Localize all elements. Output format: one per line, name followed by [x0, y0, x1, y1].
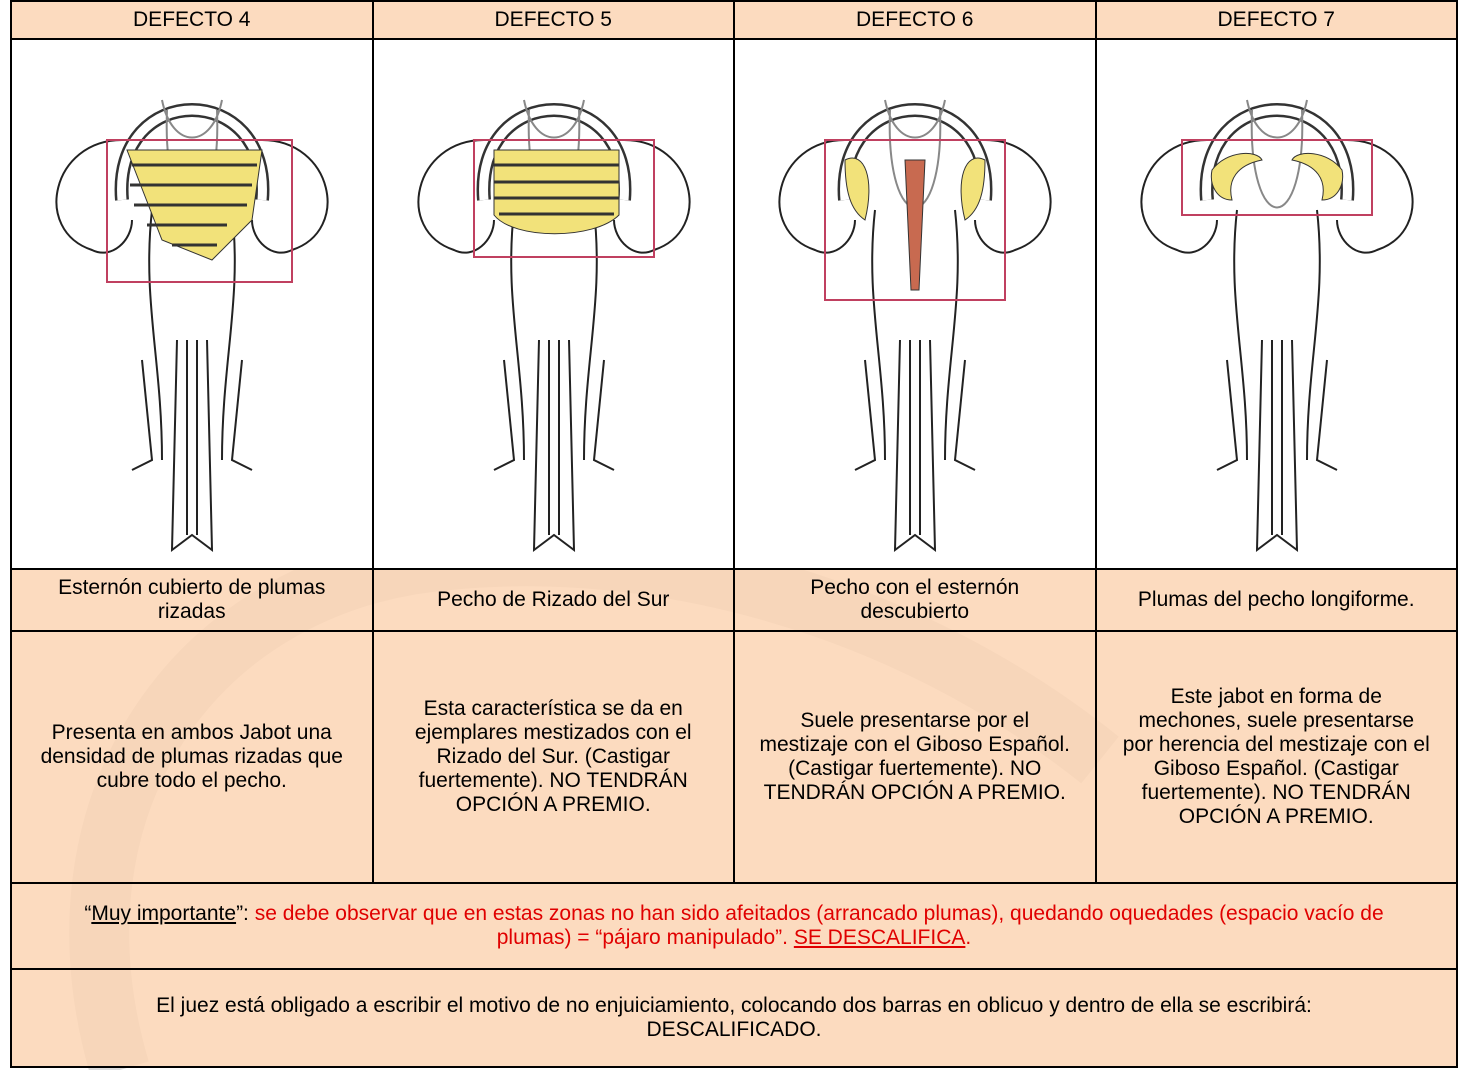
footer-row: El juez está obligado a escribir el moti… — [10, 968, 1458, 1068]
image-row — [10, 38, 1458, 570]
bird-illustration — [12, 40, 372, 568]
description-cell: Esta característica se da en ejemplares … — [371, 630, 735, 884]
title-row: Esternón cubierto de plumas rizadas Pech… — [10, 568, 1458, 632]
bird-illustration — [1097, 40, 1457, 568]
header-cell: DEFECTO 5 — [371, 0, 735, 40]
bird-illustration — [735, 40, 1095, 568]
description-cell: Este jabot en forma de mechones, suele p… — [1094, 630, 1458, 884]
quote: ”: — [236, 902, 249, 925]
image-cell — [733, 38, 1097, 570]
quote: “ — [84, 902, 92, 925]
description-cell: Suele presentarse por el mestizaje con e… — [733, 630, 1097, 884]
title-cell: Pecho con el esternón descubierto — [733, 568, 1097, 632]
header-cell: DEFECTO 7 — [1094, 0, 1458, 40]
note-highlight: SE DESCALIFICA — [793, 926, 966, 949]
header-cell: DEFECTO 6 — [733, 0, 1097, 40]
note-end: . — [965, 926, 972, 949]
description-cell: Presenta en ambos Jabot una densidad de … — [10, 630, 374, 884]
defects-table: DEFECTO 4 DEFECTO 5 DEFECTO 6 DEFECTO 7 … — [10, 0, 1458, 1068]
title-cell: Pecho de Rizado del Sur — [371, 568, 735, 632]
image-cell — [371, 38, 735, 570]
footer-cell: El juez está obligado a escribir el moti… — [10, 968, 1458, 1068]
image-cell — [10, 38, 374, 570]
description-row: Presenta en ambos Jabot una densidad de … — [10, 630, 1458, 884]
note-emphasis: Muy importante — [91, 902, 237, 925]
bird-illustration — [374, 40, 734, 568]
header-row: DEFECTO 4 DEFECTO 5 DEFECTO 6 DEFECTO 7 — [10, 0, 1458, 40]
header-cell: DEFECTO 4 — [10, 0, 374, 40]
note-row: “Muy importante”: se debe observar que e… — [10, 882, 1458, 970]
note-cell: “Muy importante”: se debe observar que e… — [10, 882, 1458, 970]
title-cell: Esternón cubierto de plumas rizadas — [10, 568, 374, 632]
note-text: se debe observar que en estas zonas no h… — [248, 902, 1390, 949]
title-cell: Plumas del pecho longiforme. — [1094, 568, 1458, 632]
image-cell — [1094, 38, 1458, 570]
